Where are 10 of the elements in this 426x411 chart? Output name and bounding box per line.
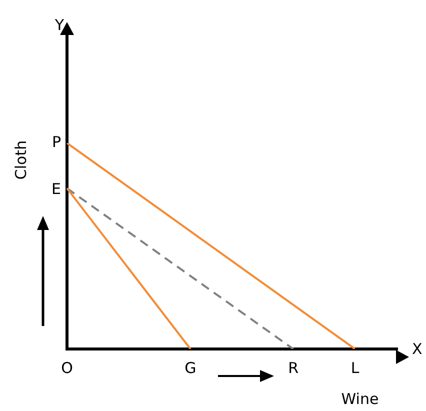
x-tick-label: R: [288, 358, 299, 377]
x-axis-title: Wine: [341, 390, 379, 408]
text: P: [52, 132, 61, 151]
text: X: [412, 340, 422, 358]
text: E: [52, 180, 61, 198]
x-tick-label: L: [350, 358, 360, 377]
y-axis-title: Cloth: [12, 140, 30, 180]
text: Y: [54, 16, 65, 34]
x-tick-label: O: [61, 358, 73, 377]
x-tick-label: G: [184, 358, 196, 377]
